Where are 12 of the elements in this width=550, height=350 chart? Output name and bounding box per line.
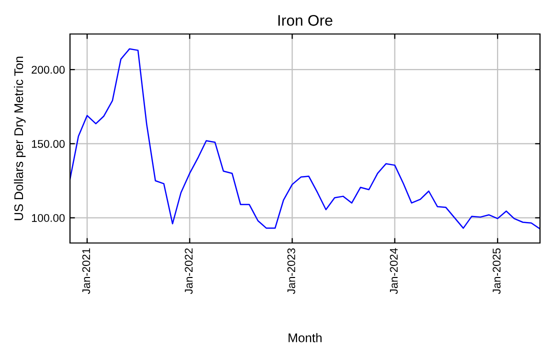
x-tick-label: Jan-2025 — [492, 248, 501, 294]
chart-title: Iron Ore — [278, 15, 332, 26]
line-series — [70, 48, 540, 230]
x-tick-label: Jan-2022 — [184, 248, 193, 294]
x-axis-title: Month — [288, 333, 322, 342]
y-tick-label: 150.00 — [32, 140, 65, 148]
x-tick-label: Jan-2024 — [390, 248, 398, 294]
y-tick-label: 100.00 — [32, 214, 65, 222]
y-axis-title: US Dollars per Dry Metric Ton — [14, 56, 26, 220]
x-tick-label: Jan-2021 — [82, 248, 90, 294]
x-tick-label: Jan-2023 — [287, 248, 296, 294]
y-tick-label: 200.00 — [32, 66, 65, 74]
